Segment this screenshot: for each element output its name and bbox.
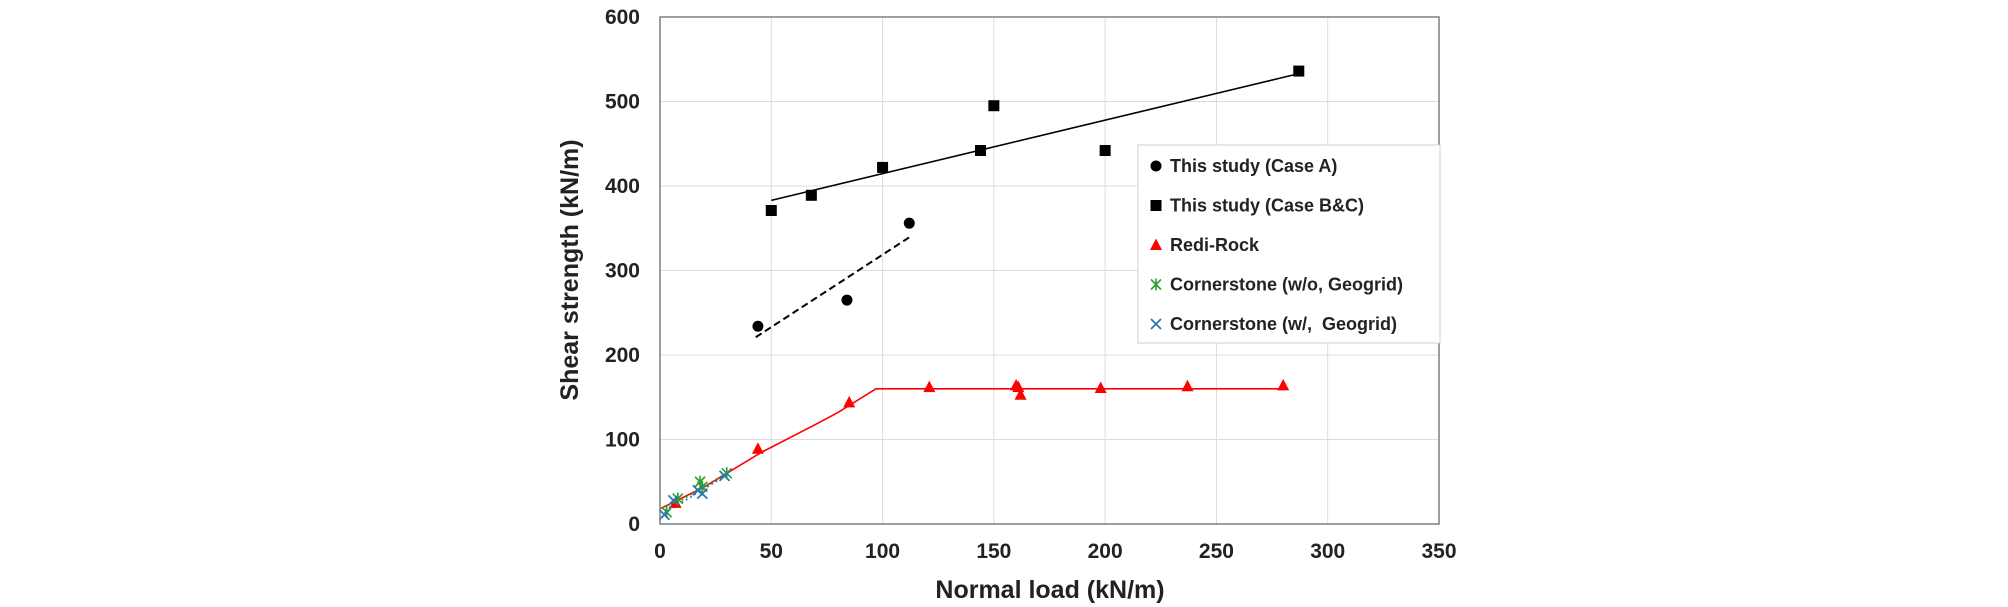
x-tick-label: 200: [1088, 540, 1123, 563]
data-point: [765, 205, 777, 217]
data-point: [1094, 381, 1107, 393]
data-point: [718, 470, 731, 482]
x-tick-label: 250: [1199, 540, 1234, 563]
data-point: [696, 487, 708, 500]
legend-label: Cornerstone (w/, Geogrid): [1170, 314, 1397, 334]
data-point: [667, 494, 679, 506]
data-point: [751, 442, 764, 454]
data-point: [1181, 379, 1194, 392]
legend-label: Redi-Rock: [1170, 235, 1260, 255]
data-point: [903, 217, 915, 229]
y-tick-label: 500: [605, 91, 640, 114]
legend-label: This study (Case B&C): [1170, 196, 1364, 216]
y-tick-label: 600: [605, 6, 640, 29]
data-point: [752, 320, 764, 332]
y-tick-label: 200: [605, 344, 640, 367]
data-point: [988, 100, 1000, 112]
legend-marker: [1150, 160, 1162, 172]
x-axis-title: Normal load (kN/m): [935, 576, 1164, 604]
data-point: [877, 161, 889, 173]
x-tick-label: 50: [760, 540, 783, 563]
y-tick-label: 300: [605, 260, 640, 283]
y-tick-label: 100: [605, 429, 640, 452]
legend-marker: [1150, 200, 1162, 211]
legend-box: [1137, 144, 1441, 344]
data-point: [805, 189, 817, 201]
legend-label: This study (Case A): [1170, 156, 1337, 176]
x-tick-label: 100: [865, 540, 900, 563]
y-axis-ticks: 0 100 200 300 400 500 600: [605, 6, 640, 536]
data-point: [658, 509, 671, 521]
data-point: [1012, 380, 1025, 393]
data-point: [1099, 145, 1111, 157]
legend-label: Cornerstone (w/o, Geogrid): [1170, 275, 1403, 295]
data-points: [658, 65, 1305, 521]
legend-marker: [1150, 278, 1162, 291]
trendline: [771, 72, 1299, 202]
trendline: [755, 235, 913, 339]
gridlines: [660, 17, 1439, 524]
x-tick-label: 350: [1421, 540, 1456, 563]
y-tick-label: 0: [628, 513, 640, 536]
legend: This study (Case A) This study (Case B&C)…: [1137, 144, 1441, 344]
x-axis-ticks: 0 50 100 150 200 250 300 350: [654, 540, 1456, 563]
legend-marker: [1150, 238, 1162, 250]
data-point: [841, 294, 853, 306]
data-point: [1293, 65, 1305, 77]
y-tick-label: 400: [605, 175, 640, 198]
trendline: [659, 387, 1288, 510]
legend-marker: [1150, 318, 1162, 330]
x-tick-label: 300: [1310, 540, 1345, 563]
data-point: [923, 380, 936, 393]
data-point: [843, 395, 856, 408]
trendline: [664, 474, 728, 514]
x-tick-label: 0: [654, 540, 666, 563]
data-point: [1014, 388, 1027, 400]
data-point: [1277, 378, 1290, 391]
x-tick-label: 150: [976, 540, 1011, 563]
data-point: [975, 145, 987, 157]
y-axis-title: Shear strength (kN/m): [556, 139, 584, 400]
